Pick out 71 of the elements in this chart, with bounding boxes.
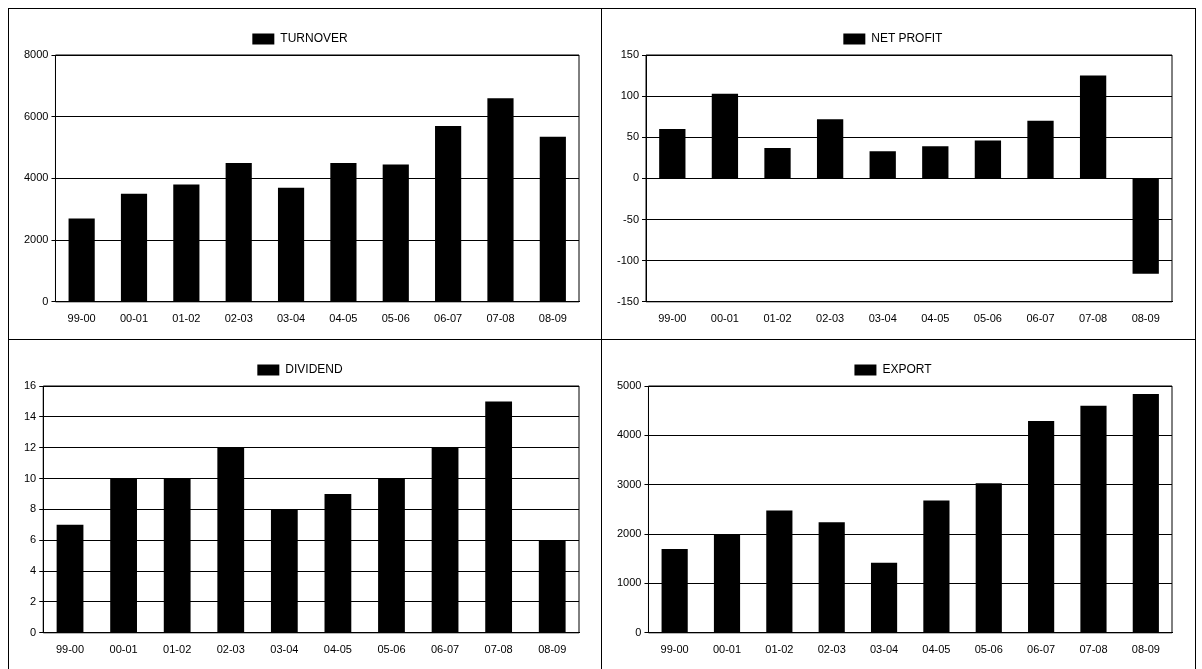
y-tick-label: -50 (623, 212, 640, 225)
y-tick-label: 1000 (616, 576, 642, 589)
x-tick-label: 00-01 (109, 643, 138, 656)
y-tick-label: 100 (620, 89, 640, 102)
x-tick-label: 07-08 (486, 312, 515, 325)
y-tick-label: 50 (626, 130, 640, 143)
x-tick-label: 02-03 (817, 643, 846, 656)
x-tick-label: 03-04 (868, 312, 897, 325)
x-tick-label: 00-01 (710, 312, 739, 325)
x-tick-label: 04-05 (922, 643, 951, 656)
x-tick-label: 99-00 (55, 643, 85, 656)
x-tick-label: 06-07 (1027, 643, 1056, 656)
x-tick-label: 05-06 (973, 312, 1002, 325)
x-tick-label: 01-02 (765, 643, 794, 656)
y-tick-label: 0 (635, 625, 642, 638)
y-tick-label: 0 (30, 625, 37, 638)
x-tick-label: 04-05 (921, 312, 950, 325)
x-tick-label: 07-08 (1079, 312, 1108, 325)
x-tick-label: 05-06 (974, 643, 1003, 656)
x-tick-label: 99-00 (658, 312, 687, 325)
y-tick-label: 2000 (616, 527, 642, 540)
y-tick-label: -150 (616, 294, 640, 307)
y-tick-label: 8 (30, 502, 37, 515)
x-tick-label: 06-07 (430, 643, 460, 656)
legend-label: DIVIDEND (285, 362, 343, 377)
y-tick-label: 4 (30, 564, 37, 577)
y-tick-label: 4000 (616, 428, 642, 441)
x-tick-label: 06-07 (1026, 312, 1055, 325)
y-tick-label: 14 (23, 409, 37, 422)
x-tick-label: 04-05 (323, 643, 352, 656)
y-tick-label: 6000 (23, 109, 49, 122)
x-tick-label: 08-09 (538, 643, 567, 656)
y-tick-label: 4000 (23, 171, 49, 184)
y-tick-label: -100 (616, 253, 640, 266)
x-tick-label: 01-02 (763, 312, 792, 325)
x-tick-label: 99-00 (67, 312, 96, 325)
x-tick-label: 08-09 (1131, 643, 1160, 656)
x-tick-label: 01-02 (172, 312, 201, 325)
y-tick-label: 0 (42, 294, 49, 307)
x-tick-label: 07-08 (1079, 643, 1108, 656)
x-tick-label: 00-01 (119, 312, 149, 325)
legend-label: EXPORT (882, 362, 933, 377)
y-tick-label: 0 (632, 171, 640, 184)
legend-label: NET PROFIT (871, 31, 944, 46)
y-tick-label: 2 (30, 594, 37, 607)
x-tick-label: 00-01 (712, 643, 742, 656)
x-tick-label: 99-00 (660, 643, 689, 656)
x-tick-label: 03-04 (869, 643, 899, 656)
x-tick-label: 05-06 (381, 312, 410, 325)
y-tick-label: 3000 (616, 477, 642, 490)
y-tick-label: 16 (23, 379, 37, 392)
x-tick-label: 03-04 (276, 312, 306, 325)
y-tick-label: 5000 (616, 379, 642, 392)
x-tick-label: 01-02 (163, 643, 192, 656)
x-tick-label: 03-04 (270, 643, 299, 656)
x-tick-label: 08-09 (538, 312, 567, 325)
x-tick-label: 06-07 (434, 312, 463, 325)
x-tick-label: 08-09 (1131, 312, 1160, 325)
x-tick-label: 02-03 (216, 643, 245, 656)
y-tick-label: 2000 (23, 233, 49, 246)
y-tick-label: 12 (23, 440, 37, 453)
x-tick-label: 04-05 (329, 312, 358, 325)
y-tick-label: 150 (620, 48, 640, 61)
x-tick-label: 07-08 (484, 643, 513, 656)
x-tick-label: 02-03 (224, 312, 253, 325)
y-tick-label: 10 (23, 471, 37, 484)
y-tick-label: 6 (30, 533, 37, 546)
y-tick-label: 8000 (23, 48, 49, 61)
x-tick-label: 02-03 (816, 312, 845, 325)
x-tick-label: 05-06 (377, 643, 406, 656)
legend-label: TURNOVER (280, 31, 348, 46)
